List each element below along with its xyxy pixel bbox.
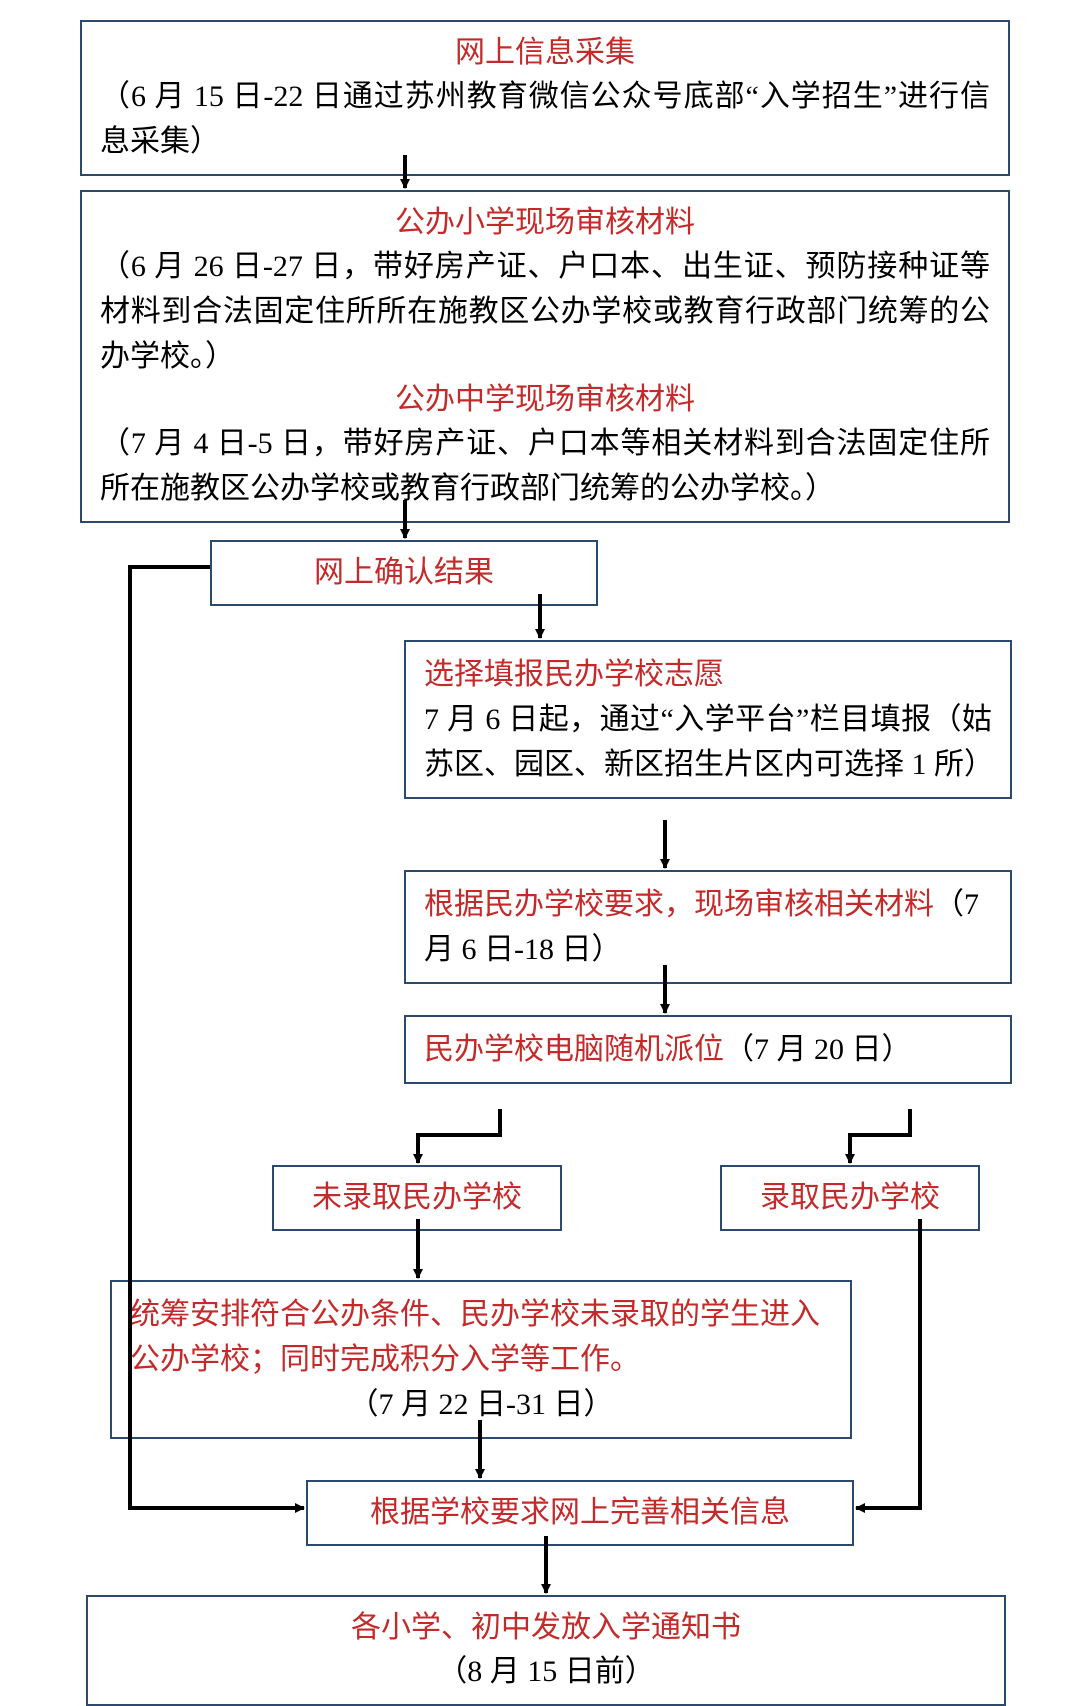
node-private-review: 根据民办学校要求，现场审核相关材料（7 月 6 日-18 日） bbox=[404, 870, 1012, 984]
node-title: 录取民办学校 bbox=[740, 1177, 960, 1219]
node-date: （8 月 15 日前） bbox=[106, 1649, 986, 1694]
edge-n7b-n9 bbox=[856, 1219, 920, 1508]
node-title: 根据民办学校要求，现场审核相关材料（7 月 6 日-18 日） bbox=[424, 882, 992, 972]
node-title: 各小学、初中发放入学通知书 bbox=[106, 1607, 986, 1649]
node-body: （6 月 15 日-22 日通过苏州教育微信公众号底部“入学招生”进行信息采集） bbox=[100, 74, 990, 164]
node-body: 7 月 6 日起，通过“入学平台”栏目填报（姑苏区、园区、新区招生片区内可选择 … bbox=[424, 697, 992, 787]
node-title-middle: 公办中学现场审核材料 bbox=[100, 379, 990, 421]
node-body-middle: （7 月 4 日-5 日，带好房产证、户口本等相关材料到合法固定住所所在施教区公… bbox=[100, 421, 990, 511]
node-onsite-review: 公办小学现场审核材料 （6 月 26 日-27 日，带好房产证、户口本、出生证、… bbox=[80, 190, 1010, 523]
node-complete-info: 根据学校要求网上完善相关信息 bbox=[306, 1480, 854, 1546]
node-title: 民办学校电脑随机派位（7 月 20 日） bbox=[424, 1027, 992, 1072]
node-title: 统筹安排符合公办条件、民办学校未录取的学生进入公办学校；同时完成积分入学等工作。 bbox=[130, 1292, 832, 1382]
node-issue-notice: 各小学、初中发放入学通知书 （8 月 15 日前） bbox=[86, 1595, 1006, 1706]
node-title: 根据学校要求网上完善相关信息 bbox=[326, 1492, 834, 1534]
node-title: 选择填报民办学校志愿 bbox=[424, 652, 992, 697]
node-body-primary: （6 月 26 日-27 日，带好房产证、户口本、出生证、预防接种证等材料到合法… bbox=[100, 244, 990, 379]
node-title: 网上信息采集 bbox=[100, 32, 990, 74]
title-text: 根据民办学校要求，现场审核相关材料 bbox=[424, 888, 934, 921]
node-title: 未录取民办学校 bbox=[292, 1177, 542, 1219]
node-lottery: 民办学校电脑随机派位（7 月 20 日） bbox=[404, 1015, 1012, 1084]
title-text: 民办学校电脑随机派位 bbox=[424, 1033, 724, 1066]
edge-n6-n7a bbox=[418, 1109, 500, 1163]
node-accepted: 录取民办学校 bbox=[720, 1165, 980, 1231]
node-private-volunteer: 选择填报民办学校志愿 7 月 6 日起，通过“入学平台”栏目填报（姑苏区、园区、… bbox=[404, 640, 1012, 799]
node-date: （7 月 22 日-31 日） bbox=[130, 1382, 832, 1427]
edge-n6-n7b bbox=[850, 1109, 910, 1163]
date-text: （7 月 20 日） bbox=[724, 1033, 912, 1066]
node-confirm-online: 网上确认结果 bbox=[210, 540, 598, 606]
node-arrange-public: 统筹安排符合公办条件、民办学校未录取的学生进入公办学校；同时完成积分入学等工作。… bbox=[110, 1280, 852, 1439]
node-title: 网上确认结果 bbox=[230, 552, 578, 594]
node-info-collection: 网上信息采集 （6 月 15 日-22 日通过苏州教育微信公众号底部“入学招生”… bbox=[80, 20, 1010, 176]
node-not-accepted: 未录取民办学校 bbox=[272, 1165, 562, 1231]
node-title-primary: 公办小学现场审核材料 bbox=[100, 202, 990, 244]
